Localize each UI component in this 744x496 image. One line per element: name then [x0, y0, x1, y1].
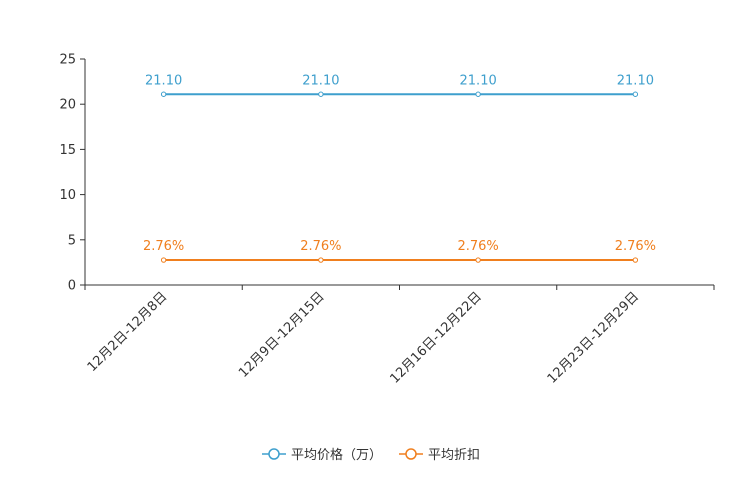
x-tick-label: 12月16日-12月22日 [387, 289, 484, 386]
data-point[interactable] [318, 91, 324, 97]
data-label: 21.10 [145, 73, 182, 88]
y-tick-label: 15 [59, 143, 76, 158]
x-tick-label: 12月23日-12月29日 [545, 289, 642, 386]
series-0: 21.10 21.10 21.10 21.10 [145, 73, 654, 97]
legend-item-1[interactable]: 平均折扣 [399, 448, 480, 463]
y-tick-label: 20 [59, 98, 76, 113]
data-label: 2.76% [615, 239, 656, 254]
data-label: 21.10 [617, 73, 654, 88]
legend-circle-icon [268, 448, 280, 460]
data-point[interactable] [632, 257, 639, 263]
x-tick-label: 12月9日-12月15日 [236, 289, 328, 381]
y-axis-ticks: 0 5 10 15 20 25 [59, 53, 85, 294]
data-point[interactable] [632, 91, 639, 97]
legend-label: 平均价格（万） [291, 447, 382, 463]
series-1: 2.76% 2.76% 2.76% 2.76% [143, 239, 656, 263]
data-label: 2.76% [143, 239, 184, 254]
data-label: 2.76% [457, 239, 498, 254]
data-label: 2.76% [300, 239, 341, 254]
legend-item-0[interactable]: 平均价格（万） [262, 447, 382, 463]
data-point[interactable] [475, 91, 481, 97]
data-point[interactable] [475, 257, 481, 263]
legend[interactable]: 平均价格（万） 平均折扣 [262, 447, 480, 463]
data-label: 21.10 [460, 73, 497, 88]
legend-circle-icon [405, 448, 417, 460]
y-tick-label: 5 [68, 233, 76, 248]
y-tick-label: 0 [68, 279, 76, 294]
series-layer: 21.10 21.10 21.10 21.10 2.76% 2.76% 2.76% 2.76% [143, 73, 656, 263]
y-tick-label: 10 [59, 188, 76, 203]
data-point[interactable] [160, 257, 167, 263]
x-tick-label: 12月2日-12月8日 [85, 289, 171, 375]
data-label: 21.10 [302, 73, 339, 88]
x-axis-ticks: 12月2日-12月8日 12月9日-12月15日 12月16日-12月22日 12月2… [84, 285, 715, 387]
data-point[interactable] [318, 257, 324, 263]
y-tick-label: 25 [59, 53, 76, 68]
legend-label: 平均折扣 [428, 448, 480, 463]
data-point[interactable] [160, 91, 167, 97]
